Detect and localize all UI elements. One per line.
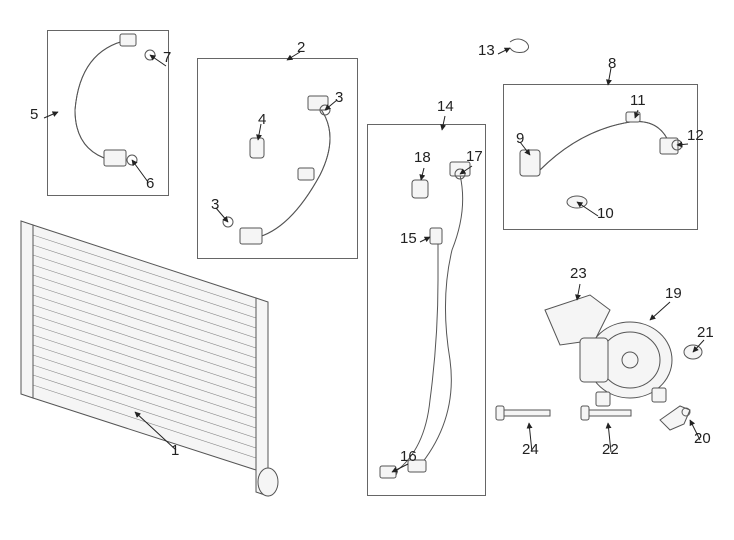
label-11: 11 (630, 92, 646, 109)
part-clip-13 (510, 39, 529, 53)
label-6: 6 (146, 175, 154, 192)
part-compressor (545, 295, 672, 406)
label-2: 2 (297, 39, 305, 56)
part-bolt-22 (581, 406, 631, 420)
group-box-5 (47, 30, 169, 196)
label-15: 15 (400, 230, 417, 247)
label-3b: 3 (211, 196, 219, 213)
group-box-14 (367, 124, 486, 496)
label-9: 9 (516, 130, 524, 147)
part-condenser (21, 221, 278, 496)
label-12: 12 (687, 127, 704, 144)
label-8: 8 (608, 55, 616, 72)
label-19: 19 (665, 285, 682, 302)
group-box-2 (197, 58, 358, 259)
label-13: 13 (478, 42, 495, 59)
label-5: 5 (30, 106, 38, 123)
label-24: 24 (522, 441, 539, 458)
label-10: 10 (597, 205, 614, 222)
label-21: 21 (697, 324, 714, 341)
label-20: 20 (694, 430, 711, 447)
label-1: 1 (171, 442, 179, 459)
label-14: 14 (437, 98, 454, 115)
label-23: 23 (570, 265, 587, 282)
label-16: 16 (400, 448, 417, 465)
label-17: 17 (466, 148, 483, 165)
part-bracket-20 (660, 406, 690, 430)
label-3a: 3 (335, 89, 343, 106)
part-bolt-24 (496, 406, 550, 420)
label-22: 22 (602, 441, 619, 458)
label-7: 7 (163, 49, 171, 66)
label-18: 18 (414, 149, 431, 166)
part-cap-21 (684, 345, 702, 359)
diagram-stage: 1 2 3 3 4 5 6 7 8 9 10 11 12 13 14 15 16… (0, 0, 734, 540)
label-4: 4 (258, 111, 266, 128)
